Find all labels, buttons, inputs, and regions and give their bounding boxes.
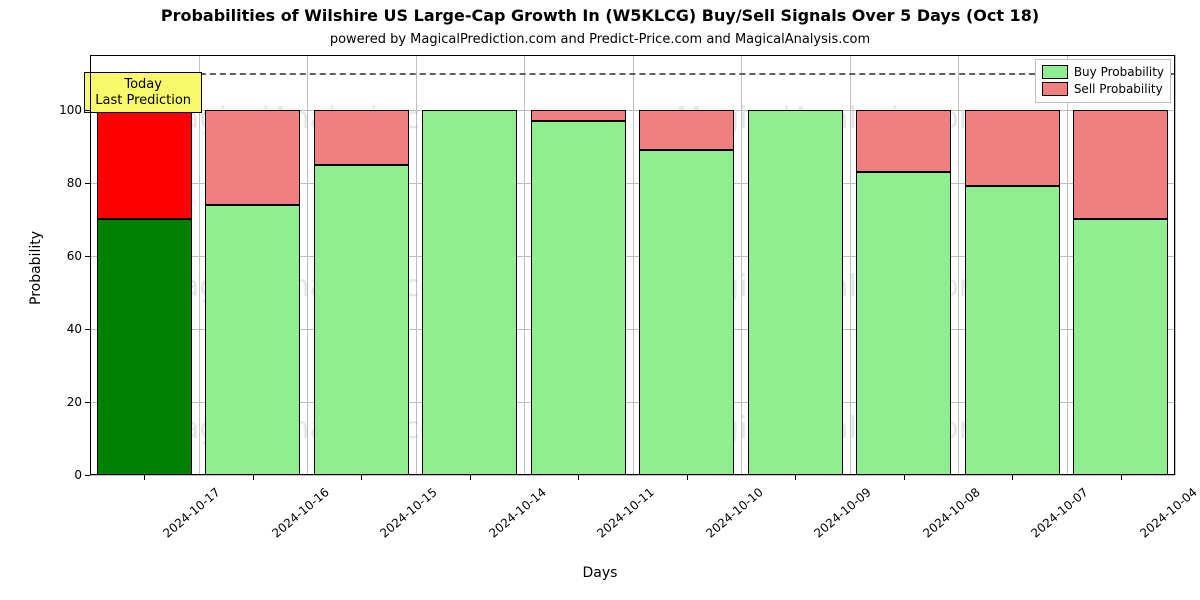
y-tick-mark bbox=[85, 183, 90, 184]
x-tick-label: 2024-10-09 bbox=[812, 485, 874, 541]
grid-line-vertical bbox=[958, 55, 959, 475]
legend-label-buy: Buy Probability bbox=[1074, 64, 1164, 81]
bar-buy bbox=[965, 186, 1060, 475]
y-tick-mark bbox=[85, 402, 90, 403]
legend-item-buy: Buy Probability bbox=[1042, 64, 1164, 81]
x-tick-mark bbox=[253, 475, 254, 480]
legend-swatch-sell bbox=[1042, 82, 1068, 96]
x-tick-mark bbox=[1012, 475, 1013, 480]
bar-sell bbox=[1073, 110, 1168, 220]
grid-line-vertical bbox=[524, 55, 525, 475]
chart-subtitle: powered by MagicalPrediction.com and Pre… bbox=[0, 32, 1200, 47]
x-tick-label: 2024-10-15 bbox=[378, 485, 440, 541]
bar-sell bbox=[856, 110, 951, 172]
bar-sell bbox=[97, 110, 192, 220]
watermark-text: MagicalAnalysis.com bbox=[155, 269, 467, 304]
bar-buy bbox=[856, 172, 951, 475]
grid-line-vertical bbox=[199, 55, 200, 475]
bar-sell bbox=[639, 110, 734, 150]
bar-sell bbox=[314, 110, 409, 165]
y-tick-mark bbox=[85, 256, 90, 257]
x-tick-mark bbox=[578, 475, 579, 480]
bar-buy bbox=[97, 219, 192, 475]
x-tick-label: 2024-10-08 bbox=[920, 485, 982, 541]
bar-sell bbox=[531, 110, 626, 121]
y-tick-mark bbox=[85, 475, 90, 476]
x-tick-mark bbox=[1121, 475, 1122, 480]
bar-group bbox=[856, 55, 951, 475]
bar-group bbox=[748, 55, 843, 475]
bar-buy bbox=[639, 150, 734, 475]
y-tick-mark bbox=[85, 329, 90, 330]
y-tick-label: 100 bbox=[48, 103, 82, 117]
bar-group bbox=[205, 55, 300, 475]
bar-buy bbox=[748, 110, 843, 475]
legend-swatch-buy bbox=[1042, 65, 1068, 79]
grid-line-vertical bbox=[850, 55, 851, 475]
bar-group bbox=[531, 55, 626, 475]
today-annotation: Today Last Prediction bbox=[84, 72, 202, 113]
bar-sell bbox=[205, 110, 300, 205]
bar-buy bbox=[422, 110, 517, 475]
y-tick-label: 0 bbox=[48, 468, 82, 482]
x-tick-label: 2024-10-17 bbox=[161, 485, 223, 541]
x-tick-label: 2024-10-10 bbox=[703, 485, 765, 541]
bar-buy bbox=[531, 121, 626, 475]
grid-line-vertical bbox=[307, 55, 308, 475]
grid-line-vertical bbox=[1067, 55, 1068, 475]
y-tick-label: 80 bbox=[48, 176, 82, 190]
bar-buy bbox=[314, 165, 409, 475]
bar-group bbox=[314, 55, 409, 475]
y-tick-mark bbox=[85, 110, 90, 111]
bar-sell bbox=[965, 110, 1060, 187]
grid-line-vertical bbox=[1175, 55, 1176, 475]
bar-group bbox=[1073, 55, 1168, 475]
bar-group bbox=[422, 55, 517, 475]
grid-line-vertical bbox=[90, 55, 91, 475]
y-tick-label: 60 bbox=[48, 249, 82, 263]
bar-buy bbox=[1073, 219, 1168, 475]
x-tick-mark bbox=[687, 475, 688, 480]
watermark-text: MagicalAnalysis.com bbox=[155, 411, 467, 446]
y-tick-label: 40 bbox=[48, 322, 82, 336]
x-tick-mark bbox=[904, 475, 905, 480]
bar-group bbox=[97, 55, 192, 475]
y-tick-label: 20 bbox=[48, 395, 82, 409]
legend: Buy Probability Sell Probability bbox=[1035, 59, 1171, 103]
reference-dashed-line bbox=[90, 73, 1175, 75]
plot-area: MagicalAnalysis.comMagicalAnalysis.comMa… bbox=[90, 55, 1175, 475]
bar-buy bbox=[205, 205, 300, 475]
x-tick-label: 2024-10-11 bbox=[595, 485, 657, 541]
bar-group bbox=[965, 55, 1060, 475]
x-tick-mark bbox=[144, 475, 145, 480]
x-axis-label: Days bbox=[0, 565, 1200, 581]
legend-item-sell: Sell Probability bbox=[1042, 81, 1164, 98]
y-axis-label: Probability bbox=[28, 231, 44, 305]
grid-line-vertical bbox=[416, 55, 417, 475]
legend-label-sell: Sell Probability bbox=[1074, 81, 1163, 98]
x-tick-label: 2024-10-14 bbox=[486, 485, 548, 541]
chart-container: Probabilities of Wilshire US Large-Cap G… bbox=[0, 0, 1200, 600]
x-tick-label: 2024-10-16 bbox=[269, 485, 331, 541]
x-tick-mark bbox=[361, 475, 362, 480]
grid-line-vertical bbox=[633, 55, 634, 475]
x-tick-label: 2024-10-07 bbox=[1029, 485, 1091, 541]
chart-title: Probabilities of Wilshire US Large-Cap G… bbox=[0, 6, 1200, 25]
grid-line-vertical bbox=[741, 55, 742, 475]
bar-group bbox=[639, 55, 734, 475]
x-tick-label: 2024-10-04 bbox=[1137, 485, 1199, 541]
x-tick-mark bbox=[470, 475, 471, 480]
x-tick-mark bbox=[795, 475, 796, 480]
